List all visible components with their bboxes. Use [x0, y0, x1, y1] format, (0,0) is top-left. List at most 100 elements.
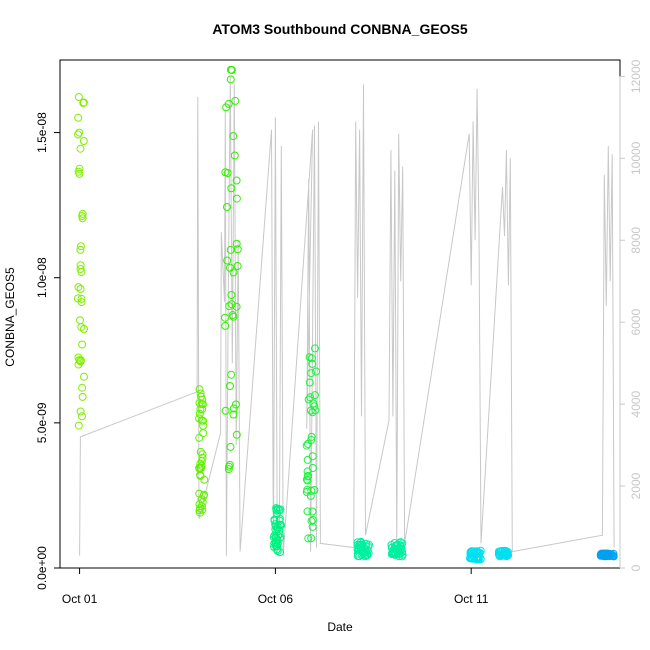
data-point — [397, 544, 406, 553]
altitude-line — [79, 76, 615, 556]
altitude-line-layer — [79, 76, 615, 556]
data-point — [227, 291, 236, 299]
data-point — [75, 128, 84, 137]
data-point — [304, 534, 313, 543]
y2-tick-label: 2000 — [629, 472, 643, 499]
data-point — [226, 442, 235, 451]
data-point — [78, 340, 87, 349]
data-point — [227, 300, 236, 309]
data-point — [354, 545, 363, 554]
data-point — [391, 545, 400, 554]
data-point — [229, 404, 238, 413]
data-point — [275, 521, 284, 529]
data-point — [73, 294, 82, 303]
data-point — [195, 489, 204, 498]
scatter-cluster-1 — [195, 385, 209, 517]
data-point — [196, 447, 205, 456]
axes-layer: Oct 01 Oct 06 Oct 11 0.0e+00 5.0e-09 1.0e-08 1… — [35, 59, 643, 606]
data-point — [231, 96, 240, 105]
data-point — [387, 543, 396, 552]
scatter-cluster-3 — [269, 504, 285, 557]
data-point — [195, 385, 204, 394]
data-point — [78, 412, 86, 421]
data-point — [226, 263, 234, 272]
data-point — [390, 550, 399, 559]
y-tick-label: 1.5e-08 — [35, 112, 49, 153]
data-point — [76, 245, 85, 254]
data-point — [310, 486, 319, 494]
data-point — [195, 414, 204, 423]
data-point — [227, 370, 236, 379]
scatter-cluster-8 — [494, 546, 513, 561]
data-point — [307, 486, 316, 495]
y2-tick-label: 0 — [629, 564, 643, 571]
data-point — [76, 316, 84, 325]
data-point — [76, 265, 85, 273]
data-point — [303, 507, 312, 516]
x-tick-label: Oct 11 — [454, 592, 489, 606]
data-point — [223, 203, 231, 211]
data-point — [74, 130, 83, 139]
data-point — [80, 372, 88, 381]
data-point — [74, 283, 83, 292]
data-point — [76, 407, 85, 416]
data-point — [274, 531, 283, 540]
data-point — [303, 467, 312, 476]
data-point — [74, 421, 83, 430]
y2-tick-label: 6000 — [629, 309, 643, 336]
data-point — [76, 144, 85, 153]
data-point — [495, 550, 504, 559]
data-point — [308, 522, 317, 531]
data-point — [79, 99, 88, 107]
data-point — [303, 439, 312, 448]
data-point — [75, 169, 84, 178]
data-point — [307, 369, 316, 378]
data-point — [597, 549, 606, 558]
data-point — [78, 214, 87, 223]
data-point — [229, 268, 238, 277]
data-point — [76, 242, 85, 251]
x-tick-label: Oct 06 — [258, 592, 294, 606]
data-point — [232, 430, 241, 439]
data-point — [221, 406, 230, 415]
data-point — [229, 410, 238, 419]
data-point — [198, 395, 207, 404]
data-point — [232, 176, 241, 185]
data-point — [270, 516, 279, 525]
data-point — [232, 239, 241, 248]
data-point — [197, 495, 206, 504]
data-point — [74, 113, 83, 122]
data-point — [304, 395, 313, 404]
data-point — [221, 321, 230, 330]
data-point — [308, 452, 317, 461]
data-point — [226, 75, 235, 84]
data-point — [602, 552, 611, 561]
data-point — [474, 554, 483, 563]
y-tick-label: 0.0e+00 — [35, 546, 49, 590]
y2-tick-label: 8000 — [629, 227, 643, 254]
data-point — [303, 476, 312, 485]
data-point — [232, 194, 241, 203]
data-point — [199, 429, 208, 438]
data-point — [361, 542, 370, 551]
y-tick-label: 5.0e-09 — [35, 402, 49, 443]
y2-tick-label: 12000 — [629, 59, 643, 93]
data-point — [360, 550, 369, 559]
data-point — [363, 551, 372, 559]
x-axis-label: Date — [327, 620, 353, 634]
scatter-cluster-5 — [353, 537, 373, 561]
data-point — [272, 506, 281, 515]
data-point — [307, 432, 316, 441]
data-point — [227, 184, 236, 193]
data-point — [312, 367, 321, 376]
data-point — [311, 391, 319, 400]
data-point — [75, 356, 84, 364]
data-point — [306, 491, 315, 500]
data-point — [226, 382, 234, 390]
data-point — [273, 539, 282, 548]
data-point — [307, 354, 316, 363]
data-point — [78, 392, 87, 401]
data-point — [503, 548, 512, 556]
scatter-cluster-2 — [221, 65, 242, 474]
